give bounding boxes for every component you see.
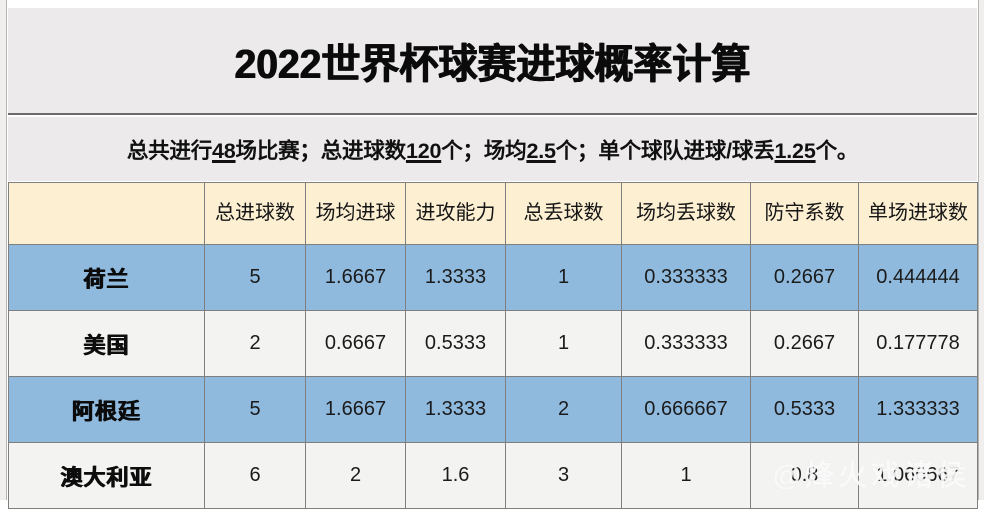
cell-team[interactable]: 澳大利亚: [8, 442, 205, 509]
cell-conceded-per-match[interactable]: 0.333333: [621, 244, 751, 311]
cell-total-conceded[interactable]: 1: [505, 310, 622, 377]
cell-defence-coefficient[interactable]: 0.2667: [750, 244, 859, 311]
cell-conceded-per-match[interactable]: 0.666667: [621, 376, 751, 443]
summary-fragment: 个；: [441, 138, 484, 163]
cell-attack-power[interactable]: 0.5333: [405, 310, 506, 377]
cell-defence-coefficient[interactable]: 0.8: [750, 442, 859, 509]
column-header-defence-coefficient[interactable]: 防守系数: [750, 182, 859, 245]
cell-team[interactable]: 阿根廷: [8, 376, 205, 443]
cell-total-goals[interactable]: 2: [204, 310, 306, 377]
summary-number: 2.5: [526, 138, 556, 163]
summary-band: 总共进行48场比赛；总进球数120个；场均2.5个；单个球队进球/球丢1.25个…: [8, 117, 977, 181]
cell-defence-coefficient[interactable]: 0.2667: [750, 310, 859, 377]
summary-text: 总共进行48场比赛；总进球数120个；场均2.5个；单个球队进球/球丢1.25个…: [126, 134, 859, 165]
table-row: 澳大利亚 6 2 1.6 3 1 0.8 1.066667: [8, 442, 978, 509]
summary-number: 120: [405, 138, 442, 163]
cell-single-match-goals[interactable]: 0.444444: [858, 244, 978, 311]
cell-defence-coefficient[interactable]: 0.5333: [750, 376, 859, 443]
table-row: 美国 2 0.6667 0.5333 1 0.333333 0.2667 0.177778: [8, 310, 978, 377]
cell-team[interactable]: 荷兰: [8, 244, 205, 311]
cell-single-match-goals[interactable]: 0.177778: [858, 310, 978, 377]
table-header: 总进球数 场均进球 进攻能力 总丢球数 场均丢球数 防守系数 单场进球数: [8, 182, 978, 245]
column-header-single-match-goals[interactable]: 单场进球数: [858, 182, 978, 245]
cell-attack-power[interactable]: 1.6: [405, 442, 506, 509]
cell-goals-per-match[interactable]: 1.6667: [305, 376, 406, 443]
title-band: 2022世界杯球赛进球概率计算: [8, 8, 977, 115]
cell-total-conceded[interactable]: 3: [505, 442, 622, 509]
summary-fragment: 场均: [483, 138, 527, 163]
cell-total-conceded[interactable]: 1: [505, 244, 622, 311]
page-title: 2022世界杯球赛进球概率计算: [234, 41, 751, 87]
column-header-total-goals[interactable]: 总进球数: [204, 182, 306, 245]
stats-table: 总进球数 场均进球 进攻能力 总丢球数 场均丢球数 防守系数 单场进球数 荷兰 5…: [8, 182, 978, 509]
sheet-left-gutter: [0, 0, 7, 500]
summary-number: 48: [212, 138, 236, 163]
cell-single-match-goals[interactable]: 1.333333: [858, 376, 978, 443]
summary-fragment: 个；: [555, 138, 599, 163]
column-header-total-conceded[interactable]: 总丢球数: [505, 182, 622, 245]
cell-total-goals[interactable]: 5: [204, 376, 306, 443]
column-header-team[interactable]: [8, 182, 205, 245]
table-row: 荷兰 5 1.6667 1.3333 1 0.333333 0.2667 0.444444: [8, 244, 978, 311]
summary-fragment: 个。: [815, 138, 859, 163]
table-row: 阿根廷 5 1.6667 1.3333 2 0.666667 0.5333 1.333333: [8, 376, 978, 443]
summary-fragment: 总共进行: [126, 138, 213, 163]
cell-attack-power[interactable]: 1.3333: [405, 244, 506, 311]
summary-number: 1.25: [774, 138, 816, 163]
cell-team[interactable]: 美国: [8, 310, 205, 377]
sheet-right-gutter: [978, 0, 984, 500]
cell-goals-per-match[interactable]: 1.6667: [305, 244, 406, 311]
cell-total-goals[interactable]: 5: [204, 244, 306, 311]
column-header-conceded-per-match[interactable]: 场均丢球数: [621, 182, 751, 245]
cell-total-goals[interactable]: 6: [204, 442, 306, 509]
cell-conceded-per-match[interactable]: 0.333333: [621, 310, 751, 377]
column-header-goals-per-match[interactable]: 场均进球: [305, 182, 406, 245]
table-header-row: 总进球数 场均进球 进攻能力 总丢球数 场均丢球数 防守系数 单场进球数: [8, 182, 978, 245]
cell-single-match-goals[interactable]: 1.066667: [858, 442, 978, 509]
cell-conceded-per-match[interactable]: 1: [621, 442, 751, 509]
cell-attack-power[interactable]: 1.3333: [405, 376, 506, 443]
column-header-attack-power[interactable]: 进攻能力: [405, 182, 506, 245]
summary-fragment: 单个球队进球/球丢: [598, 138, 775, 163]
cell-goals-per-match[interactable]: 0.6667: [305, 310, 406, 377]
summary-fragment: 场比赛；: [235, 138, 321, 163]
cell-total-conceded[interactable]: 2: [505, 376, 622, 443]
summary-fragment: 总进球数: [320, 138, 406, 163]
cell-goals-per-match[interactable]: 2: [305, 442, 406, 509]
table-body: 荷兰 5 1.6667 1.3333 1 0.333333 0.2667 0.444444 美国…: [8, 244, 978, 509]
